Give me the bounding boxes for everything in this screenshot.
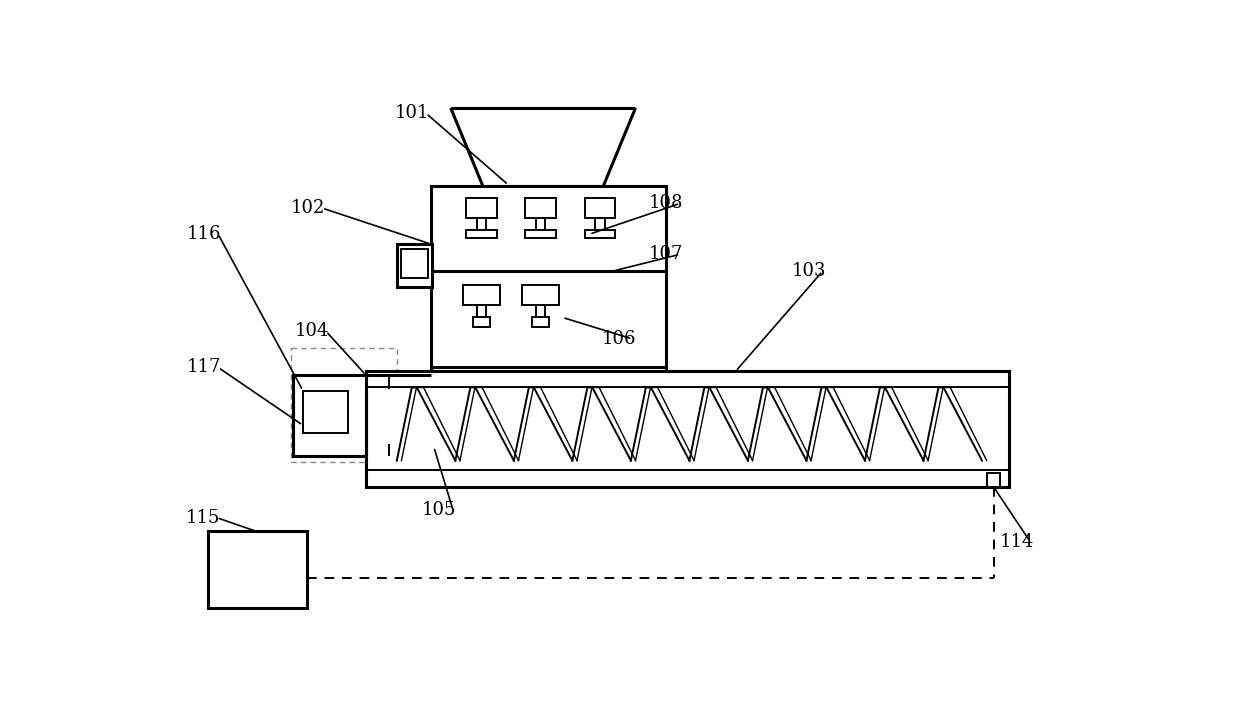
Text: 101: 101 — [396, 104, 429, 122]
Bar — [536, 218, 546, 230]
Text: 106: 106 — [601, 330, 636, 348]
Bar — [477, 218, 486, 230]
Bar — [463, 285, 500, 305]
Bar — [536, 305, 546, 318]
Bar — [477, 305, 486, 318]
Bar — [401, 249, 428, 278]
Bar — [472, 318, 490, 327]
Bar — [466, 230, 497, 238]
Text: 104: 104 — [295, 323, 330, 341]
Text: 103: 103 — [791, 262, 826, 280]
Bar — [293, 375, 366, 456]
Bar — [987, 473, 1001, 487]
Text: 117: 117 — [187, 359, 222, 377]
Bar — [532, 318, 549, 327]
Text: 114: 114 — [999, 534, 1034, 552]
Bar — [466, 198, 497, 218]
Text: 102: 102 — [291, 199, 325, 217]
Bar — [522, 285, 559, 305]
Bar — [208, 531, 306, 608]
Text: 108: 108 — [649, 194, 683, 212]
Bar — [432, 186, 666, 367]
Text: 107: 107 — [649, 246, 683, 264]
Bar — [526, 198, 557, 218]
Bar — [595, 218, 605, 230]
Bar — [585, 230, 615, 238]
Bar — [303, 390, 347, 433]
Text: 116: 116 — [187, 225, 222, 243]
Text: 105: 105 — [422, 501, 456, 519]
Bar — [526, 230, 557, 238]
Bar — [585, 198, 615, 218]
Bar — [397, 244, 433, 287]
Text: 115: 115 — [186, 508, 219, 526]
Bar — [366, 372, 1009, 487]
